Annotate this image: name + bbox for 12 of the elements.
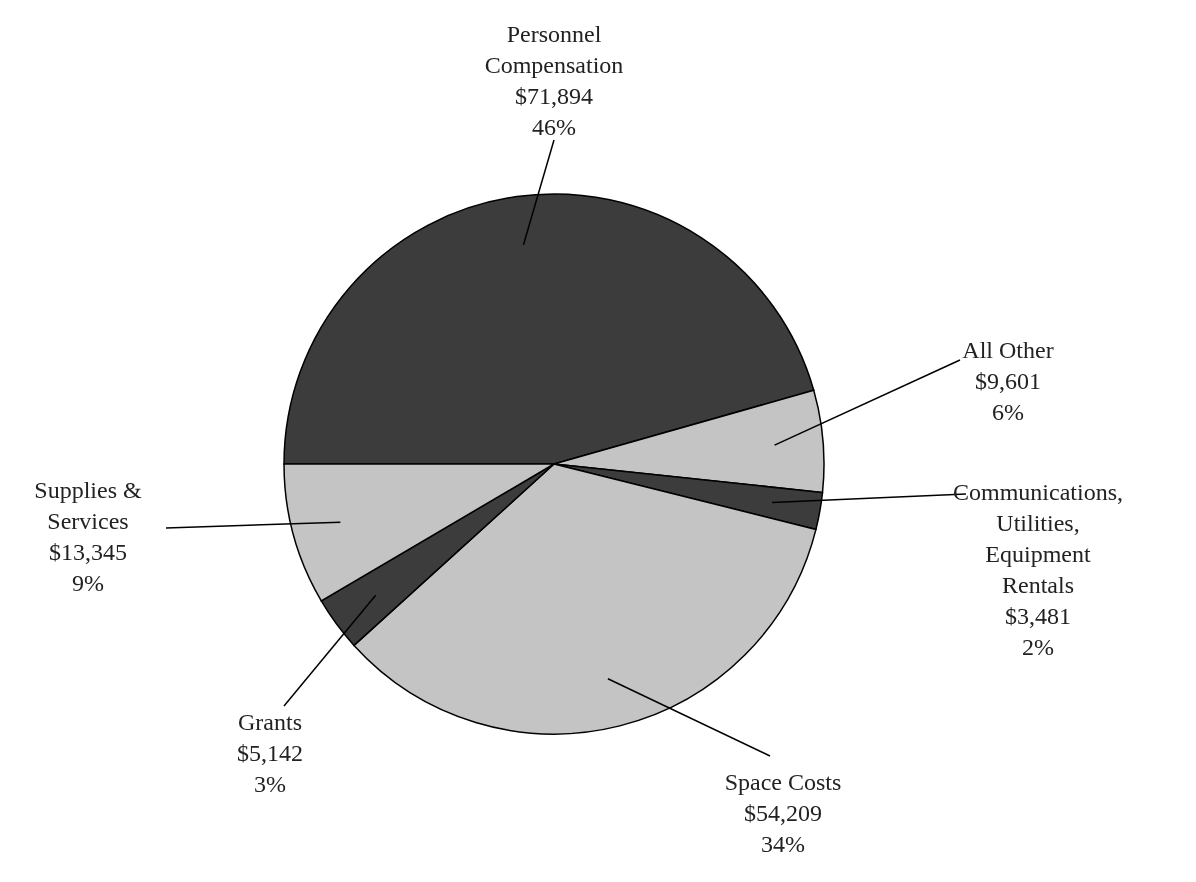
data-label: $3,481 2% [1005,603,1071,660]
data-label: $13,345 9% [49,539,127,596]
slice-label: Supplies & Services [34,477,142,534]
data-label: $54,209 34% [744,800,822,857]
data-label: $9,601 6% [975,368,1041,425]
data-label: $71,894 46% [515,83,593,140]
slice-label: Grants [238,709,302,735]
slice-label: Personnel Compensation [484,21,624,78]
data-label: $5,142 3% [237,740,303,797]
slice-label: Communications, Utilities, Equipment Rentals [953,479,1123,598]
slice-label: Space Costs [724,769,842,795]
slice-label: All Other [962,337,1054,363]
